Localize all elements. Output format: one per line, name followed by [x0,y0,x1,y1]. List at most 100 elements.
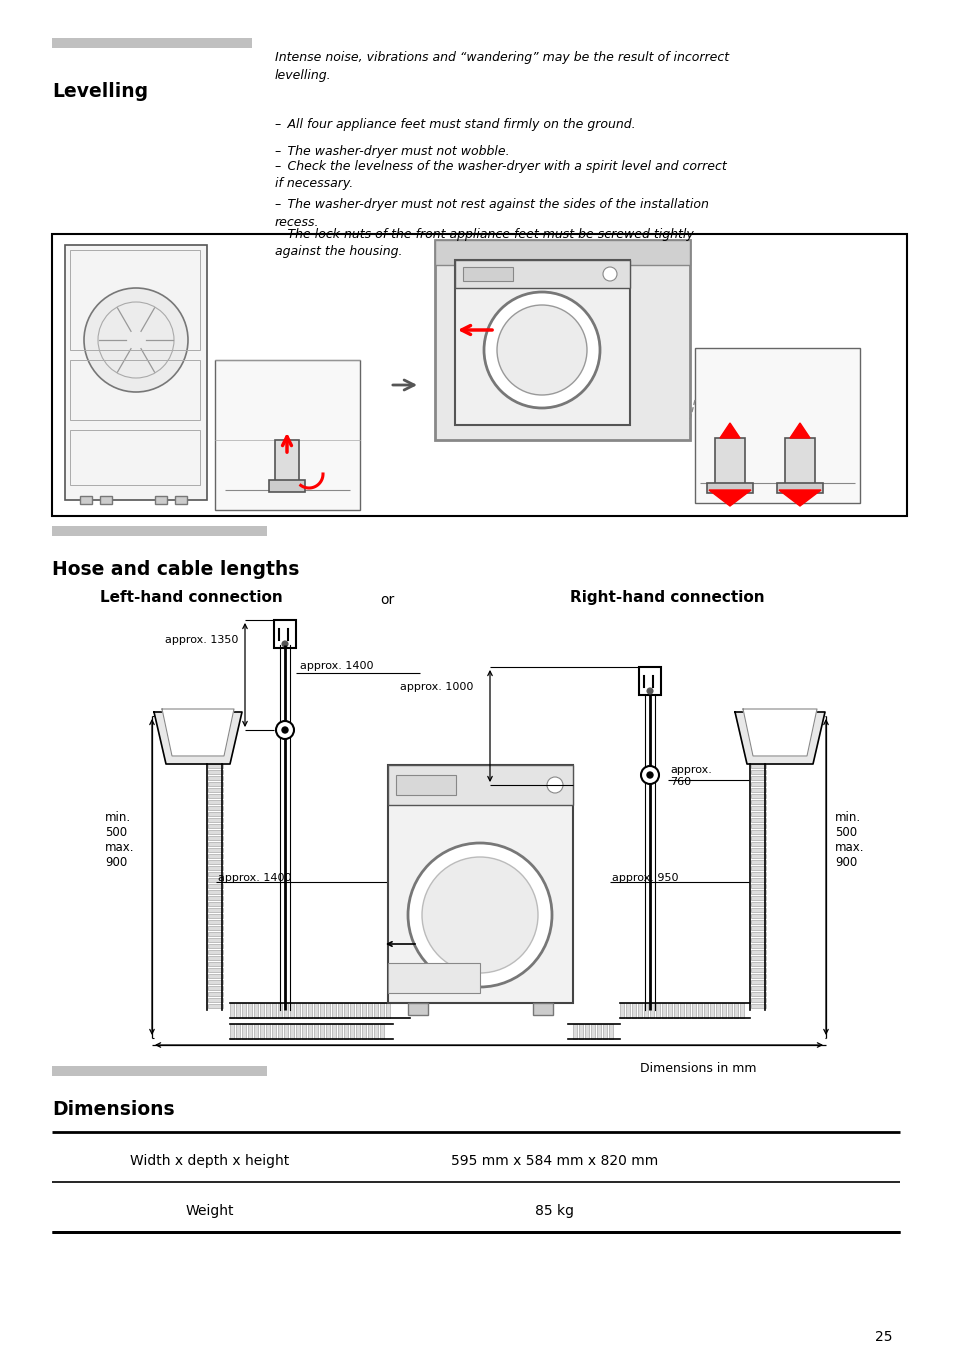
Bar [533,1003,553,1015]
Bar [455,261,629,288]
Bar [750,944,765,948]
Bar [80,495,91,504]
Bar [750,998,765,1002]
Text: Intense noise, vibrations and “wandering” may be the result of incorrect
levelli: Intense noise, vibrations and “wandering… [274,51,728,81]
Bar [208,860,223,864]
Bar [388,765,573,1003]
Bar [269,481,305,491]
Bar [332,1003,335,1018]
Text: Left-hand connection: Left-hand connection [100,590,282,605]
Text: Dimensions: Dimensions [52,1100,174,1119]
Bar [750,794,765,798]
Bar [302,1025,306,1040]
Bar [70,250,200,350]
Bar [750,801,765,805]
Bar [208,992,223,996]
Bar [326,1025,330,1040]
Bar [750,902,765,906]
Bar [608,1025,613,1040]
Bar [319,1003,324,1018]
Bar [750,890,765,894]
Bar [602,1025,606,1040]
Bar [750,986,765,990]
Bar [253,1003,257,1018]
Bar [374,1003,377,1018]
Bar [750,806,765,810]
Polygon shape [720,423,740,437]
Text: – The lock nuts of the front appliance feet must be screwed tightly
against the : – The lock nuts of the front appliance f… [274,228,693,258]
Bar [435,240,689,440]
Bar [214,360,359,510]
Bar [337,1025,341,1040]
Bar [337,1003,341,1018]
Bar [344,1003,348,1018]
Bar [208,980,223,984]
Circle shape [408,842,552,987]
Bar [52,1066,267,1076]
Bar [208,950,223,954]
Bar [290,1025,294,1040]
Bar [455,261,629,425]
Bar [388,765,573,805]
Bar [70,431,200,485]
Bar [750,848,765,852]
Text: 595 mm x 584 mm x 820 mm: 595 mm x 584 mm x 820 mm [451,1154,658,1168]
Bar [344,1025,348,1040]
Bar [208,896,223,900]
Polygon shape [742,709,816,756]
Bar [302,1003,306,1018]
Bar [355,1025,359,1040]
Bar [319,1025,324,1040]
Polygon shape [734,711,824,764]
Bar [260,1003,264,1018]
Bar [750,776,765,780]
Bar [208,956,223,960]
Bar [208,872,223,876]
Bar [639,667,660,695]
Bar [274,440,298,485]
Bar [208,764,223,768]
Bar [709,1003,713,1018]
Bar [750,824,765,828]
Text: Dimensions in mm: Dimensions in mm [639,1062,756,1075]
Bar [272,1003,275,1018]
Text: Right-hand connection: Right-hand connection [569,590,763,605]
Circle shape [646,772,652,778]
Bar [619,1003,623,1018]
Bar [750,788,765,792]
Bar [208,926,223,930]
Bar [208,998,223,1002]
Bar [750,830,765,834]
Circle shape [282,728,288,733]
Bar [750,836,765,840]
Bar [248,1025,252,1040]
Bar [584,1025,588,1040]
Bar [52,526,267,536]
Bar [379,1003,384,1018]
Bar [750,973,765,977]
Bar [361,1025,366,1040]
Bar [368,1025,372,1040]
Bar [314,1025,317,1040]
Bar [750,818,765,822]
Bar [776,483,822,493]
Text: approx. 1000: approx. 1000 [399,682,473,693]
Bar [290,1003,294,1018]
Bar [284,1025,288,1040]
Bar [208,842,223,846]
Bar [750,764,765,768]
Text: Hose and cable lengths: Hose and cable lengths [52,560,299,579]
Bar [462,267,513,281]
Text: approx. 1400: approx. 1400 [299,662,374,671]
Bar [242,1025,246,1040]
Bar [230,1003,233,1018]
Bar [208,855,223,859]
Text: Levelling: Levelling [52,82,148,101]
Bar [638,1003,641,1018]
Bar [350,1025,354,1040]
Bar [266,1025,270,1040]
Bar [750,914,765,918]
Bar [208,902,223,906]
Bar [379,1025,384,1040]
Bar [716,1003,720,1018]
